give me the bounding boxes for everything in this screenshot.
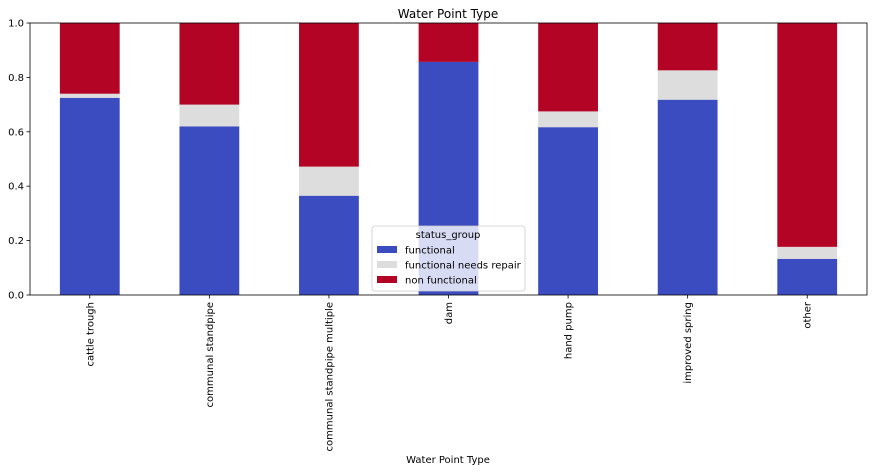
bar-segment (538, 23, 598, 112)
legend-items: functional functional needs repair non fun… (377, 246, 522, 287)
y-axis: 0.0 0.2 0.4 0.6 0.8 1.0 (8, 19, 30, 302)
bar-segment (538, 127, 598, 296)
plot-frame (29, 22, 868, 296)
bar-segment (777, 23, 838, 247)
bar-segment (179, 23, 240, 105)
bar-segment (179, 104, 240, 127)
legend-label: functional needs repair (405, 261, 522, 272)
legend-swatch (377, 276, 397, 283)
bar-segment (777, 246, 838, 259)
x-axis: cattle trough communal standpipe communal … (85, 295, 814, 451)
legend-title: status_group (416, 230, 481, 241)
bar-segment (657, 70, 718, 100)
bar-segment (418, 23, 479, 62)
legend-box (371, 225, 526, 292)
bars-layer (59, 23, 838, 296)
bar-segment (299, 195, 359, 295)
y-tick-label: 0.8 (8, 73, 24, 84)
x-tick-label: improved spring (683, 302, 694, 384)
bar-segment (299, 23, 359, 167)
x-tick-label: communal standpipe multiple (324, 302, 335, 451)
x-tick-label: cattle trough (85, 302, 96, 367)
bar-segment (59, 23, 120, 94)
x-tick-label: communal standpipe (205, 302, 216, 407)
x-axis-label: Water Point Type (406, 455, 490, 466)
chart-title: Water Point Type (398, 7, 498, 21)
bar-segment (657, 99, 718, 295)
bar-segment (657, 23, 718, 71)
x-tick-label: dam (444, 302, 455, 324)
y-tick-label: 0.0 (8, 291, 24, 302)
y-tick-label: 1.0 (8, 19, 24, 30)
bar-segment (538, 111, 598, 128)
x-tick-label: hand pump (564, 302, 575, 359)
bar-segment (777, 258, 838, 295)
bar-segment (59, 93, 120, 98)
y-tick-label: 0.6 (8, 127, 24, 138)
legend-swatch (377, 246, 397, 253)
legend: status_group functional functional needs … (371, 225, 526, 292)
x-tick-label: other (803, 301, 814, 329)
legend-label: non functional (405, 276, 477, 287)
legend-swatch (377, 261, 397, 268)
bar-segment (59, 97, 120, 295)
bar-segment (179, 126, 240, 295)
legend-label: functional (405, 246, 455, 257)
y-tick-label: 0.4 (8, 182, 24, 193)
y-tick-label: 0.2 (8, 236, 24, 247)
bar-segment (299, 166, 359, 196)
